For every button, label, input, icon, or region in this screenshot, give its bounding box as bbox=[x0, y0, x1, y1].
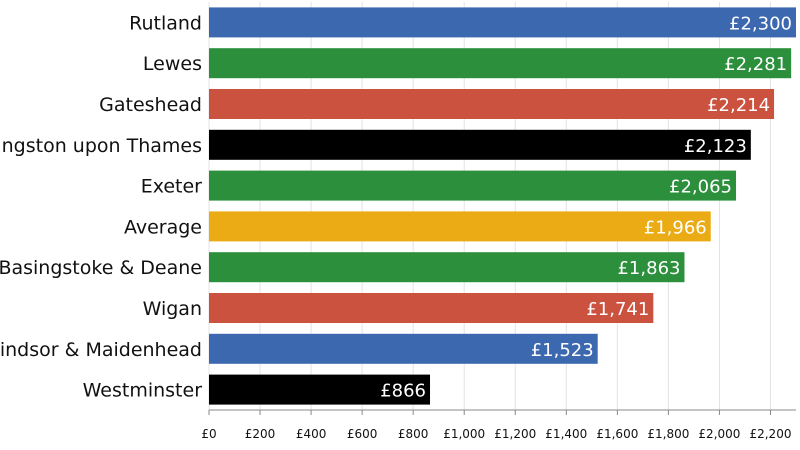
value-label: £2,123 bbox=[684, 136, 747, 157]
category-label: Wigan bbox=[143, 298, 202, 320]
x-tick-label: £200 bbox=[245, 427, 276, 441]
category-label: Windsor & Maidenhead bbox=[0, 339, 202, 361]
x-tick-label: £1,800 bbox=[647, 427, 689, 441]
bar bbox=[209, 48, 792, 79]
x-tick-label: £0 bbox=[201, 427, 216, 441]
value-label: £1,523 bbox=[531, 340, 594, 361]
category-label: Kingston upon Thames bbox=[0, 135, 202, 157]
bar bbox=[209, 333, 598, 364]
bars bbox=[209, 7, 796, 405]
value-label: £2,281 bbox=[724, 54, 787, 75]
x-tick-label: £800 bbox=[398, 427, 429, 441]
x-tick-label: £600 bbox=[347, 427, 378, 441]
value-label: £1,966 bbox=[644, 217, 707, 238]
bar bbox=[209, 374, 431, 405]
x-tick-label: £400 bbox=[296, 427, 327, 441]
category-label: Gateshead bbox=[99, 94, 202, 116]
x-tick-label: £1,600 bbox=[596, 427, 638, 441]
value-label: £1,741 bbox=[586, 299, 649, 320]
value-labels: £2,300 £2,281 £2,214 £2,123 £2,065 £1,966 £1,8… bbox=[380, 13, 792, 401]
x-tick-label: £2,200 bbox=[749, 427, 791, 441]
category-labels: Rutland Lewes Gateshead Kingston upon Thame… bbox=[0, 12, 202, 401]
category-label: Westminster bbox=[83, 380, 203, 402]
x-tick-label: £1,200 bbox=[494, 427, 536, 441]
bar bbox=[209, 7, 796, 38]
category-label: Rutland bbox=[129, 12, 202, 34]
value-label: £2,300 bbox=[729, 13, 792, 34]
value-label: £2,214 bbox=[707, 95, 770, 116]
x-tick-label: £1,000 bbox=[443, 427, 485, 441]
x-tick-label: £2,000 bbox=[698, 427, 740, 441]
bar bbox=[209, 129, 751, 160]
bar bbox=[209, 252, 685, 283]
value-label: £1,863 bbox=[617, 258, 680, 279]
category-label: Basingstoke & Deane bbox=[0, 257, 202, 279]
bar bbox=[209, 89, 775, 119]
category-label: Exeter bbox=[141, 176, 202, 198]
x-axis: £0 £200 £400 £600 £800 £1,000 £1,200 £1,400 £1,6… bbox=[201, 409, 796, 441]
category-label: Average bbox=[124, 216, 202, 238]
value-label: £866 bbox=[380, 381, 426, 402]
category-label: Lewes bbox=[143, 53, 202, 75]
x-tick-label: £1,400 bbox=[545, 427, 587, 441]
bar bbox=[209, 170, 737, 201]
bar bbox=[209, 293, 654, 323]
value-label: £2,065 bbox=[669, 177, 732, 198]
bar bbox=[209, 211, 711, 242]
